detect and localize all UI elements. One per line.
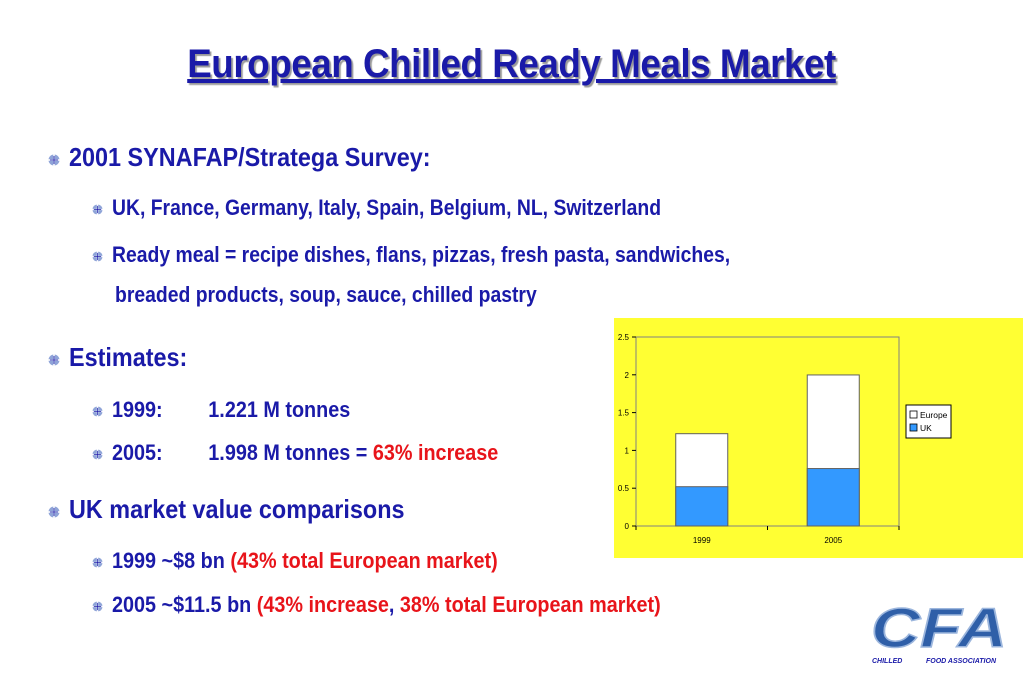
uk-2005-note1: 43% increase: [263, 592, 389, 617]
bullet-survey-text: 2001 SYNAFAP/Stratega Survey:: [69, 142, 431, 172]
market-chart: 0 0.5 1 1.5 2 2.5 1999 2005 Europe UK: [614, 318, 1023, 558]
bullet-estimates-text: Estimates:: [69, 342, 188, 372]
bullet-definition: Ready meal = recipe dishes, flans, pizza…: [92, 242, 814, 268]
bullet-est-2005: 2005: 1.998 M tonnes = 63% increase: [92, 440, 541, 466]
plot-area: 0 0.5 1 1.5 2 2.5 1999 2005 Europe UK: [618, 333, 952, 545]
bullet-icon: [92, 251, 103, 262]
uk-2005-value: 2005 ~$11.5 bn: [112, 592, 252, 617]
bullet-uk-value-text: UK market value comparisons: [69, 494, 405, 524]
bullet-definition-line1: Ready meal = recipe dishes, flans, pizza…: [112, 242, 731, 267]
x-tick-label: 1999: [693, 536, 711, 545]
bullet-countries: UK, France, Germany, Italy, Spain, Belgi…: [92, 195, 736, 221]
est-1999-year: 1999:: [112, 397, 163, 422]
bullet-definition-line2: breaded products, soup, sauce, chilled p…: [115, 282, 537, 307]
bullet-definition-cont: breaded products, soup, sauce, chilled p…: [115, 282, 594, 308]
bullet-uk-2005: 2005 ~$11.5 bn (43% increase, 38% total …: [92, 592, 722, 618]
bullet-est-1999: 1999: 1.221 M tonnes: [92, 397, 377, 423]
uk-1999-note: (43% total European market): [230, 548, 498, 573]
legend-swatch-uk: [909, 423, 918, 432]
cfa-logo: CFA CHILLED FOOD ASSOCIATION: [870, 597, 1008, 665]
y-tick-label: 1.5: [618, 409, 630, 418]
bar-uk: [675, 486, 729, 527]
uk-2005-paren: (: [256, 592, 264, 617]
legend-swatch-europe: [909, 410, 918, 419]
bullet-icon: [48, 506, 60, 518]
y-tick-label: 0: [625, 522, 630, 531]
est-2005-value: 1.998 M tonnes =: [208, 440, 368, 465]
logo-caption-right: FOOD ASSOCIATION: [926, 658, 997, 665]
uk-2005-note2: 38% total European market): [399, 592, 661, 617]
bar-uk: [806, 468, 860, 527]
bullet-uk-1999: 1999 ~$8 bn (43% total European market): [92, 548, 541, 574]
bullet-icon: [92, 449, 103, 460]
bullet-uk-value: UK market value comparisons: [48, 494, 442, 525]
est-1999-value: 1.221 M tonnes: [208, 397, 351, 422]
uk-1999-value: 1999 ~$8 bn: [112, 548, 225, 573]
bullet-countries-text: UK, France, Germany, Italy, Spain, Belgi…: [112, 195, 662, 220]
bullet-icon: [48, 154, 60, 166]
legend-box: [905, 404, 952, 439]
y-tick-label: 1: [625, 446, 630, 455]
est-2005-increase: 63% increase: [372, 440, 499, 465]
est-2005-year: 2005:: [112, 440, 163, 465]
y-tick-label: 0.5: [618, 484, 630, 493]
bullet-estimates: Estimates:: [48, 342, 201, 373]
bullet-icon: [92, 406, 103, 417]
y-tick-label: 2.5: [618, 333, 630, 342]
bullet-icon: [48, 354, 60, 366]
y-tick-label: 2: [625, 371, 630, 380]
logo-caption-left: CHILLED: [872, 658, 902, 665]
bullet-survey: 2001 SYNAFAP/Stratega Survey:: [48, 142, 471, 173]
slide-title: European Chilled Ready Meals Market: [187, 42, 836, 86]
logo-letters: CFA: [871, 597, 1007, 659]
uk-2005-comma: ,: [388, 592, 395, 617]
bullet-icon: [92, 557, 103, 568]
legend-label-europe: Europe: [920, 410, 948, 420]
x-tick-label: 2005: [824, 536, 842, 545]
legend-label-uk: UK: [920, 423, 932, 433]
bullet-icon: [92, 204, 103, 215]
bullet-icon: [92, 601, 103, 612]
